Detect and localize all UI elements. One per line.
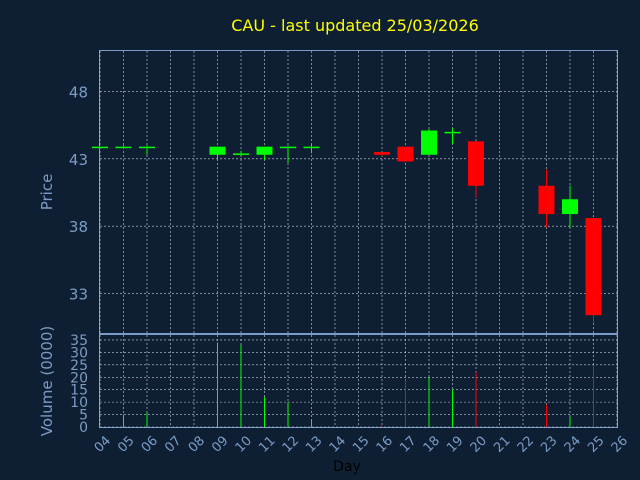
candle-body [562,199,578,215]
candles [92,127,602,324]
candle-body [468,141,484,186]
volume-tick-label: 0 [79,420,88,436]
volume-tick-label: 15 [70,383,88,399]
price-grid [99,51,618,334]
price-panel: 33 38 43 48 Price [38,50,618,334]
price-panel-frame [99,50,618,334]
candle-body [233,153,249,155]
candle-body [444,131,461,134]
candle-body [585,218,602,316]
candle-body [374,152,390,155]
candle-body [280,146,296,149]
price-axis-label: Price [38,174,56,211]
volume-tick-label: 30 [70,345,88,361]
price-y-axis-ticks: 33 38 43 48 [69,83,88,303]
candle-body [538,185,555,215]
volume-bars [99,342,594,427]
volume-tick-label: 5 [79,408,88,424]
volume-tick-label: 25 [70,358,88,374]
price-tick-label: 38 [69,218,88,236]
candle-body [92,146,108,149]
x-axis-ticks: 04 05 06 07 08 09 10 11 12 13 14 15 16 17 18 19 20 21 22 23… [92,433,631,455]
price-tick-label: 33 [69,286,88,304]
price-tick-label: 43 [69,151,88,169]
volume-panel-frame [99,334,618,428]
candle-body [115,146,132,149]
volume-tick-label: 10 [70,395,88,411]
chart-title: CAU - last updated 25/03/2026 [231,16,479,35]
volume-axis-label: Volume (0000) [38,326,56,436]
price-tick-label: 48 [69,83,88,101]
volume-tick-label: 20 [70,370,88,386]
candle-body [256,146,273,155]
candle-body [397,146,414,162]
candle-body [421,130,437,155]
candle-body [209,146,226,155]
x-axis-label: Day [333,459,361,475]
volume-tick-label: 35 [70,333,88,349]
candle-body [303,146,320,149]
candle-body [139,146,155,149]
